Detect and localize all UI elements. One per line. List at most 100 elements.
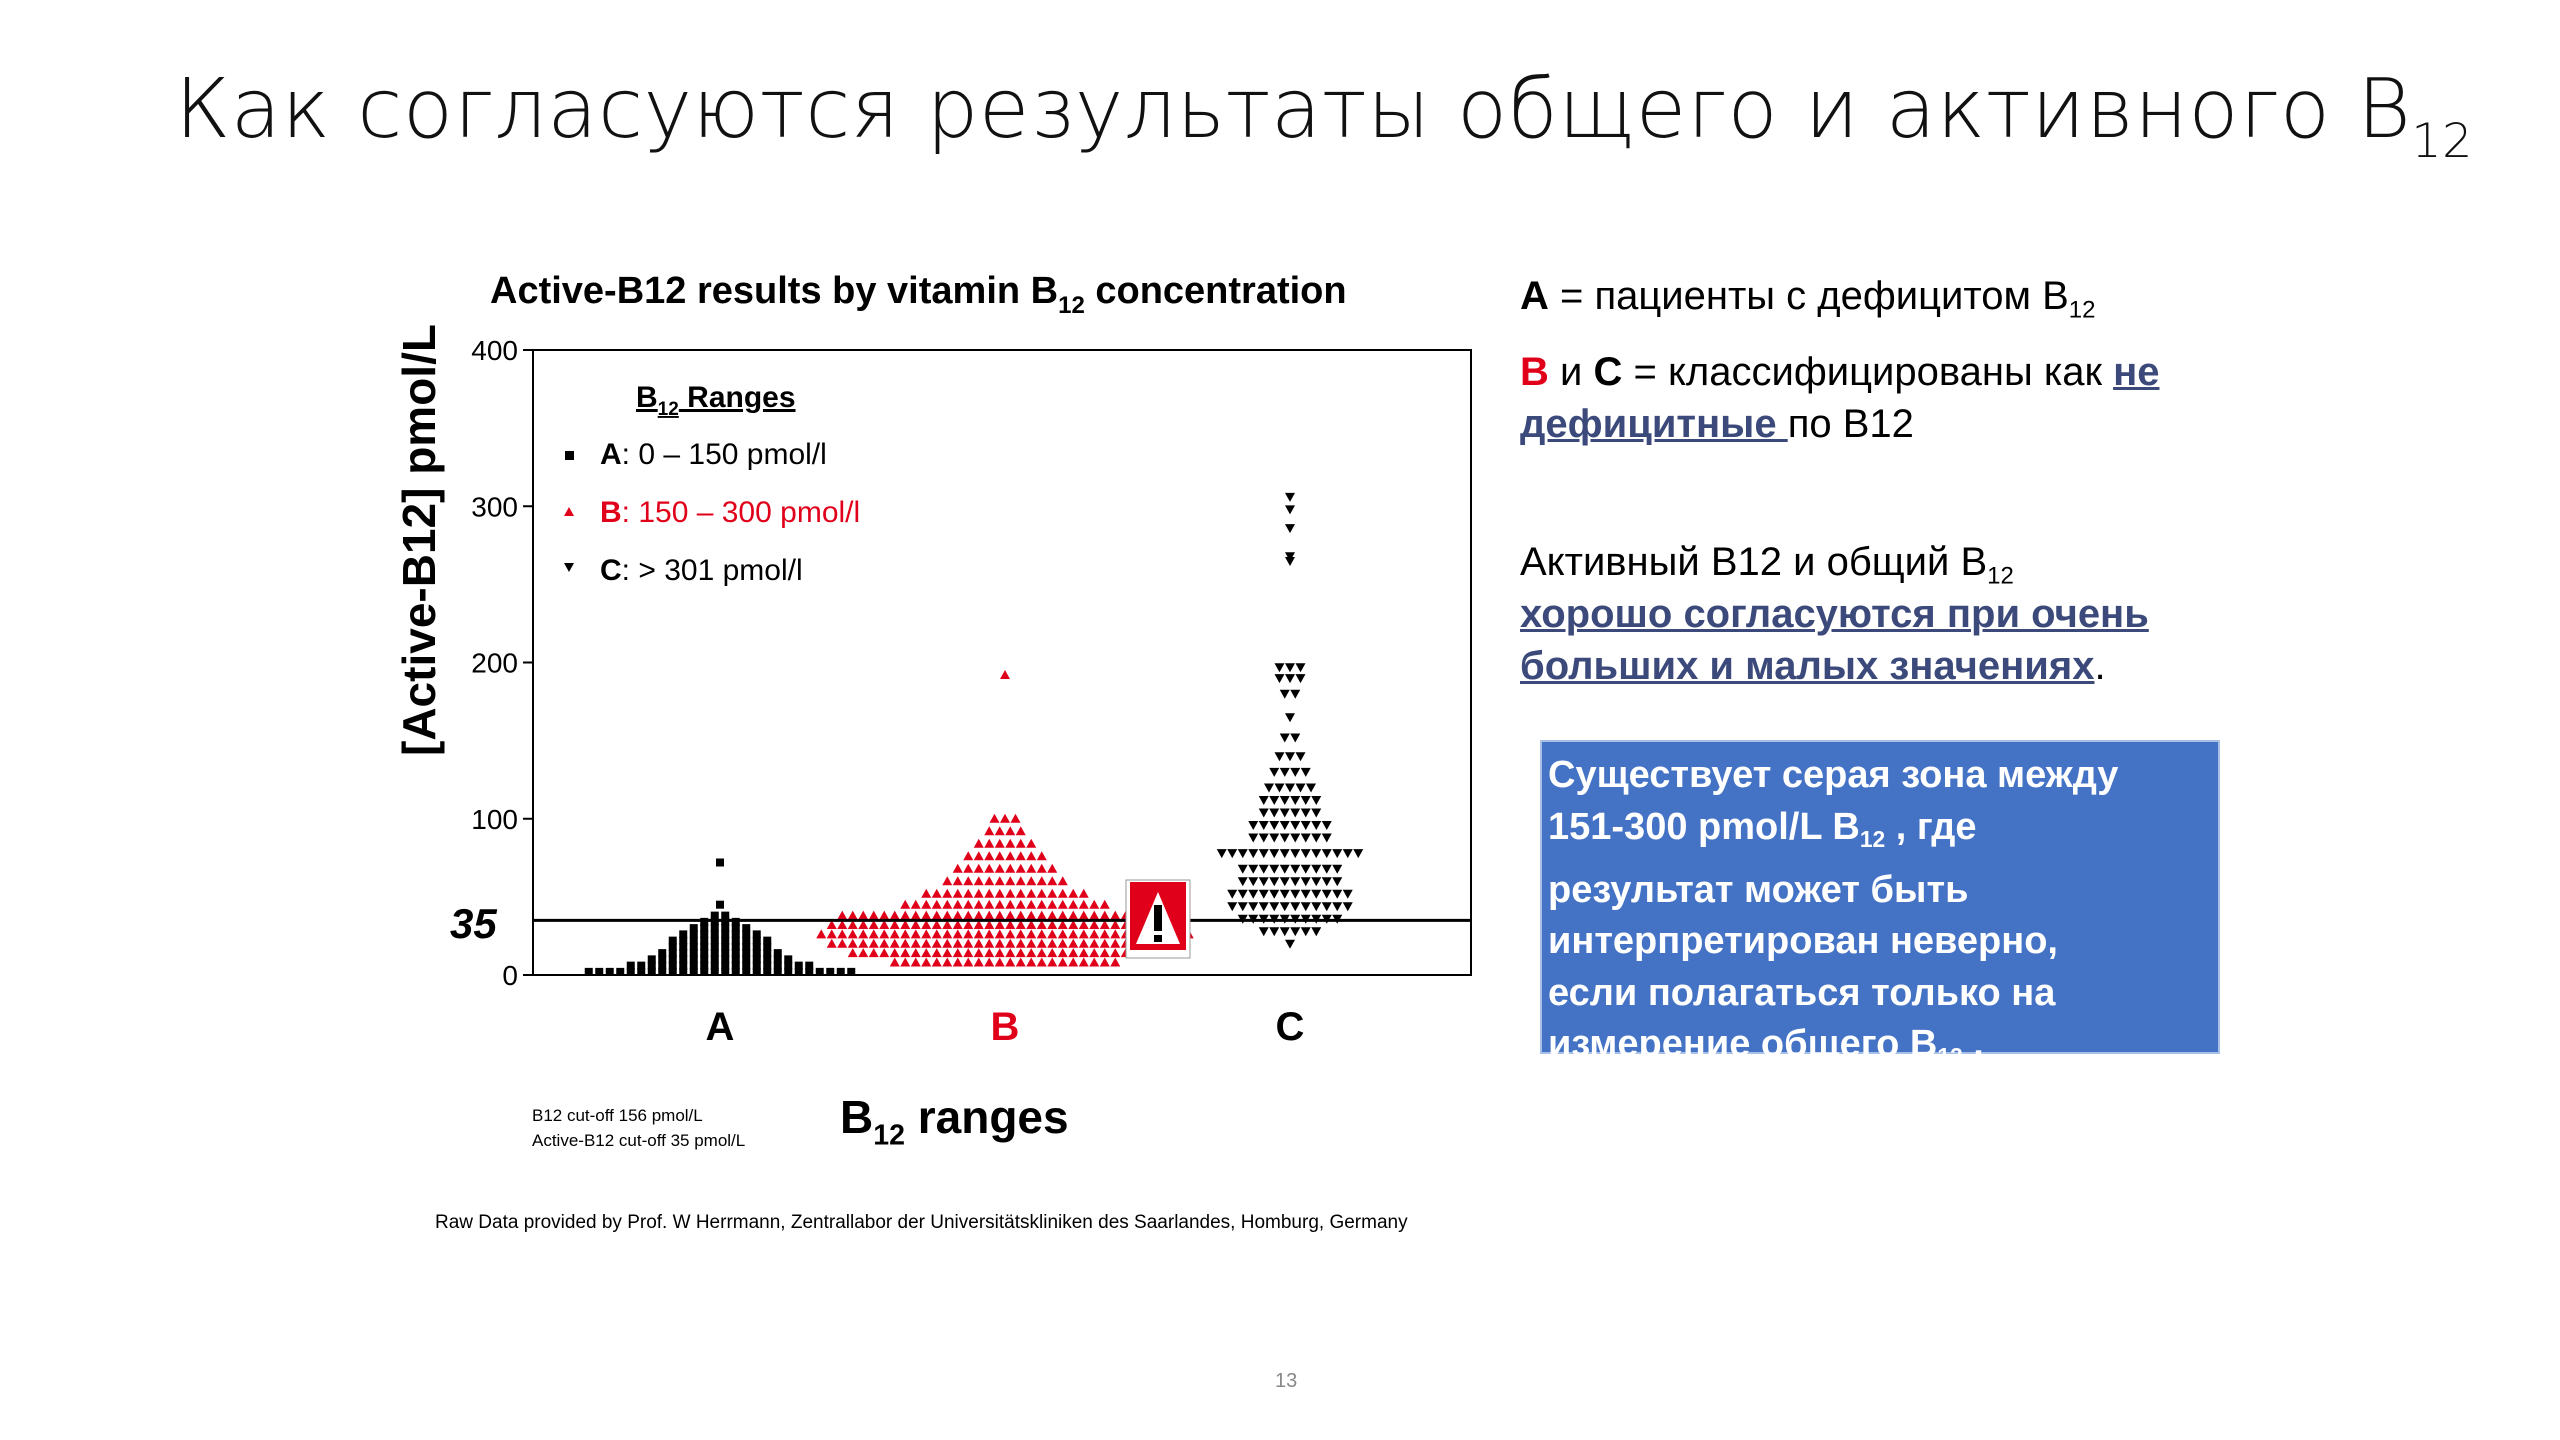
- data-point-a: [721, 961, 730, 970]
- data-point-b: [921, 938, 932, 948]
- x-tick-label: C: [1276, 1005, 1305, 1049]
- data-point-b: [1089, 938, 1100, 948]
- data-point-b: [1078, 929, 1089, 939]
- data-point-c: [1248, 821, 1259, 830]
- data-point-a: [679, 930, 688, 939]
- data-points: [584, 492, 1364, 976]
- data-point-c: [1300, 821, 1311, 830]
- data-point-a: [742, 942, 751, 951]
- link-non-deficient[interactable]: дефицитные: [1520, 402, 1788, 446]
- data-point-a: [710, 961, 719, 970]
- data-point-a: [763, 955, 772, 964]
- data-point-c: [1295, 752, 1306, 762]
- data-point-b: [931, 948, 942, 958]
- data-point-b: [984, 910, 995, 920]
- data-point-b: [994, 948, 1005, 958]
- data-point-a: [805, 967, 814, 976]
- data-point-c: [1285, 663, 1295, 673]
- data-point-b: [994, 888, 1005, 898]
- data-point-b: [942, 876, 953, 886]
- data-point-a: [679, 942, 688, 951]
- data-point-b: [1110, 920, 1121, 929]
- data-point-b: [931, 910, 942, 920]
- data-point-b: [984, 920, 995, 929]
- data-point-c: [1258, 889, 1269, 899]
- data-point-c: [1311, 864, 1322, 874]
- data-point-b: [1036, 957, 1047, 967]
- link-agree-1[interactable]: хорошо согласуются при очень: [1520, 592, 2149, 636]
- legend-title: B12 Ranges: [636, 381, 796, 420]
- data-point-a: [721, 949, 730, 958]
- data-point-b: [889, 948, 900, 958]
- data-point-b: [889, 920, 900, 929]
- data-point-b: [1089, 920, 1100, 929]
- data-point-c: [1258, 877, 1269, 887]
- data-point-a: [700, 924, 709, 933]
- warning-icon: [1125, 879, 1191, 959]
- data-point-a: [773, 949, 782, 958]
- y-axis: 0 100 200 300 400: [471, 335, 533, 991]
- data-point-a: [595, 967, 604, 976]
- data-point-b: [1057, 948, 1068, 958]
- cutoff-label: 35: [450, 900, 497, 947]
- data-point-b: [816, 929, 827, 939]
- data-point-b: [952, 948, 963, 958]
- data-point-c: [1290, 767, 1301, 777]
- data-point-a: [700, 949, 709, 958]
- data-point-c: [1290, 733, 1301, 743]
- data-point-b: [952, 888, 963, 898]
- data-point-b: [1036, 876, 1047, 886]
- data-point-c: [1311, 927, 1322, 937]
- data-point-a: [689, 924, 698, 933]
- data-point-b: [1036, 863, 1047, 873]
- data-point-a: [700, 942, 709, 951]
- data-point-b: [984, 851, 995, 861]
- data-point-a: [742, 936, 751, 945]
- data-point-a: [847, 967, 856, 976]
- data-point-b: [1078, 948, 1089, 958]
- data-point-a: [731, 967, 740, 976]
- data-point-b: [1000, 670, 1010, 679]
- data-point-b: [847, 910, 858, 920]
- data-point-c: [1342, 889, 1353, 899]
- data-point-a: [700, 936, 709, 945]
- data-point-c: [1321, 902, 1332, 912]
- link-agree-2[interactable]: больших и малых значениях: [1520, 644, 2095, 688]
- data-point-a: [721, 967, 730, 976]
- data-point-b: [931, 957, 942, 967]
- legend-entry-a: A: 0 – 150 pmol/l: [600, 438, 827, 471]
- data-point-c: [1274, 783, 1285, 793]
- data-point-c: [1279, 889, 1290, 899]
- callout-line-5: если полагаться только на: [1548, 971, 2056, 1014]
- data-point-b: [921, 899, 932, 909]
- data-point-c: [1248, 864, 1259, 874]
- data-point-a: [679, 961, 688, 970]
- data-point-b: [900, 929, 911, 939]
- data-point-c: [1237, 849, 1248, 859]
- data-point-a: [721, 911, 730, 920]
- data-point-b: [889, 929, 900, 939]
- cutoff-note-active-b12: Active-B12 cut-off 35 pmol/L: [532, 1131, 746, 1150]
- x-tick-label: B: [991, 1005, 1020, 1049]
- data-point-a: [679, 936, 688, 945]
- data-point-b: [1078, 920, 1089, 929]
- data-point-a: [637, 961, 646, 970]
- data-point-b: [942, 910, 953, 920]
- data-point-b: [1099, 948, 1110, 958]
- data-point-a: [710, 930, 719, 939]
- link-not[interactable]: не: [2113, 350, 2160, 394]
- data-point-b: [1068, 957, 1079, 967]
- data-point-b: [1047, 899, 1058, 909]
- data-point-b: [858, 920, 869, 929]
- data-point-b: [1005, 863, 1016, 873]
- data-point-a: [763, 949, 772, 958]
- data-point-a: [689, 936, 698, 945]
- data-point-b: [1005, 938, 1016, 948]
- x-axis-title: B12 ranges: [840, 1091, 1069, 1152]
- data-point-a: [721, 942, 730, 951]
- data-point-b: [973, 929, 984, 939]
- data-point-a: [710, 936, 719, 945]
- data-point-c: [1321, 833, 1332, 843]
- data-point-b: [963, 920, 974, 929]
- data-point-b: [1026, 948, 1037, 958]
